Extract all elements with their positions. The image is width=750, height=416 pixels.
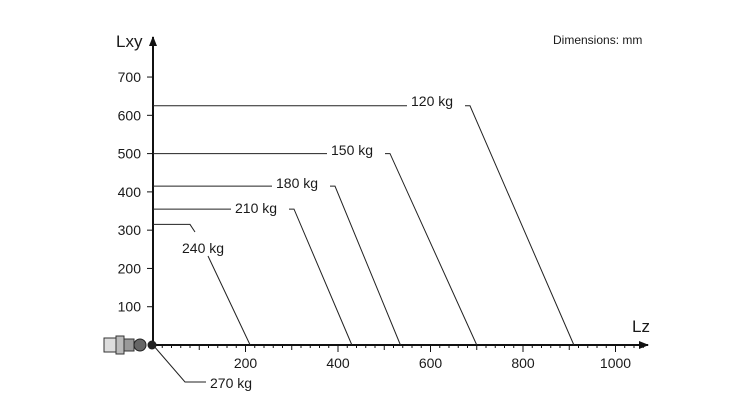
- series-label: 270 kg: [210, 375, 252, 391]
- axes: [149, 36, 649, 349]
- y-tick-label: 300: [118, 222, 142, 238]
- x-tick-label: 800: [511, 355, 535, 371]
- series-drop-line: [207, 255, 251, 346]
- series-180-kg: 180 kg: [153, 175, 401, 346]
- x-tick-label: 200: [234, 355, 258, 371]
- series-leader-line: [152, 344, 206, 383]
- series-drop-line: [465, 105, 575, 346]
- tick-labels: 200 400 600 800 1000 100 200 300 400 500 600 700: [118, 69, 632, 371]
- tick-marks: [147, 76, 644, 352]
- series-label: 210 kg: [235, 200, 277, 216]
- series-label: 120 kg: [411, 93, 453, 109]
- y-tick-label: 200: [118, 260, 142, 276]
- series-210-kg: 210 kg: [153, 200, 353, 346]
- x-tick-label: 400: [326, 355, 350, 371]
- y-axis-title: Lxy: [116, 32, 143, 51]
- y-tick-label: 400: [118, 184, 142, 200]
- x-axis-title: Lz: [632, 317, 650, 336]
- series-label: 150 kg: [331, 142, 373, 158]
- series-label: 240 kg: [182, 240, 224, 256]
- series-drop-line: [385, 153, 478, 346]
- series-150-kg: 150 kg: [153, 142, 478, 346]
- series-270-kg: 270 kg: [152, 344, 252, 391]
- y-tick-label: 500: [118, 146, 142, 162]
- x-tick-label: 1000: [600, 355, 631, 371]
- series-drop-line: [289, 208, 353, 346]
- y-tick-label: 100: [118, 299, 142, 315]
- x-tick-label: 600: [419, 355, 443, 371]
- series-lines: 120 kg 150 kg 180 kg 210 kg 240 kg 270 kg: [152, 93, 575, 391]
- series-leader-line: [153, 223, 196, 233]
- dimensions-note: Dimensions: mm: [553, 33, 642, 47]
- y-tick-label: 700: [118, 69, 142, 85]
- y-tick-label: 600: [118, 107, 142, 123]
- series-240-kg: 240 kg: [153, 223, 251, 346]
- tool-flange-icon: [103, 335, 157, 355]
- series-120-kg: 120 kg: [153, 93, 575, 346]
- series-label: 180 kg: [276, 175, 318, 191]
- series-drop-line: [330, 185, 401, 346]
